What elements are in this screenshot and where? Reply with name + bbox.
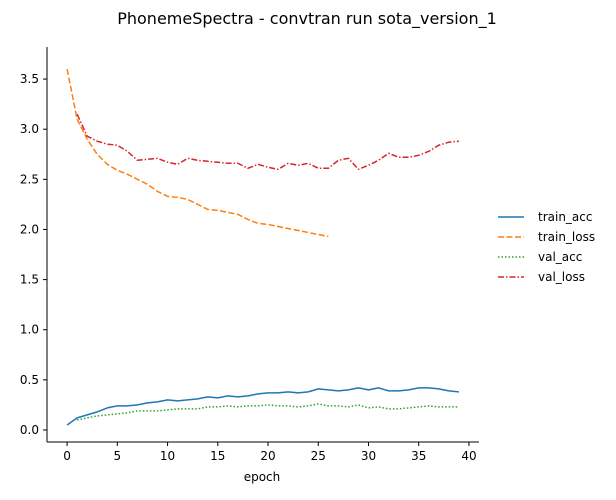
x-tick-label: 30: [361, 449, 376, 463]
x-tick-label: 40: [461, 449, 476, 463]
y-tick-label: 1.5: [20, 273, 39, 287]
y-tick-label: 3.5: [20, 72, 39, 86]
legend: train_acc train_loss val_acc val_loss: [498, 210, 595, 284]
y-tick-label: 2.0: [20, 222, 39, 236]
x-tick-label: 35: [411, 449, 426, 463]
x-tick-label: 0: [63, 449, 71, 463]
x-axis-label: epoch: [244, 470, 281, 484]
legend-label-train-acc: train_acc: [538, 210, 592, 224]
chart-title: PhonemeSpectra - convtran run sota_versi…: [117, 9, 497, 29]
series-line-train-loss: [66, 68, 329, 238]
plot-area: [66, 68, 459, 426]
axes: 0 5 10 15 20 25 30 35 40 0.0 0.5 1.0 1.5 2.0 2.5 3.0 3.5: [20, 47, 479, 463]
x-tick-label: 20: [260, 449, 275, 463]
x-tick-label: 15: [210, 449, 225, 463]
legend-label-val-loss: val_loss: [538, 270, 585, 284]
series-line-val-loss: [76, 113, 459, 171]
series-line-val-acc: [76, 403, 459, 421]
y-tick-label: 0.5: [20, 373, 39, 387]
y-tick-label: 1.0: [20, 323, 39, 337]
y-tick-label: 3.0: [20, 122, 39, 136]
x-tick-label: 10: [160, 449, 175, 463]
legend-label-train-loss: train_loss: [538, 230, 595, 244]
x-tick-label: 25: [311, 449, 326, 463]
y-tick-label: 2.5: [20, 172, 39, 186]
legend-label-val-acc: val_acc: [538, 250, 582, 264]
series-line-train-acc: [66, 387, 459, 426]
y-tick-label: 0.0: [20, 423, 39, 437]
x-tick-label: 5: [114, 449, 122, 463]
